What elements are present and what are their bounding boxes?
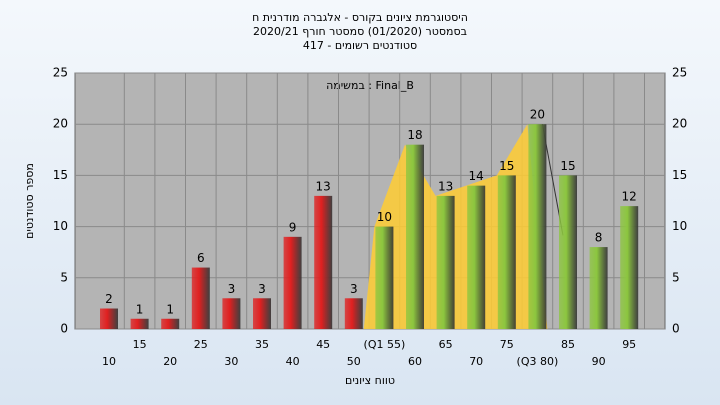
- y-tick-label: 15: [53, 168, 68, 182]
- bar: [161, 318, 180, 329]
- x-tick-label: 35: [255, 338, 269, 351]
- bar: [130, 318, 149, 329]
- y-tick-label: 10: [53, 219, 68, 233]
- value-label: 3: [350, 282, 358, 296]
- value-label: 13: [438, 179, 453, 193]
- value-label: 15: [560, 159, 575, 173]
- bar: [375, 226, 394, 329]
- x-tick-label: 75: [500, 338, 514, 351]
- x-tick-label: 70: [469, 355, 483, 368]
- y2-tick-label: 15: [672, 168, 687, 182]
- value-label: 14: [469, 169, 484, 183]
- bar: [253, 298, 271, 329]
- x-tick-label: (Q1 55): [364, 338, 406, 351]
- y-tick-label: 0: [60, 322, 68, 336]
- value-label: 3: [258, 282, 266, 296]
- value-label: 6: [197, 251, 205, 265]
- bar: [191, 267, 210, 329]
- bar: [100, 308, 118, 329]
- value-label: 8: [595, 231, 603, 245]
- annotation: במשימה : Final_B: [326, 79, 414, 92]
- value-label: 18: [407, 128, 422, 142]
- value-label: 3: [228, 282, 236, 296]
- y-tick-label: 5: [60, 270, 68, 284]
- bar: [406, 144, 424, 329]
- x-tick-label: 60: [408, 355, 422, 368]
- x-tick-label: 30: [224, 355, 238, 368]
- x-tick-label: 95: [622, 338, 636, 351]
- x-tick-label: 40: [286, 355, 300, 368]
- y-tick-label: 25: [53, 66, 68, 80]
- x-tick-label: 15: [133, 338, 147, 351]
- bar: [559, 175, 577, 329]
- value-label: 13: [316, 179, 331, 193]
- y-tick-label: 20: [53, 117, 68, 131]
- value-label: 12: [622, 190, 637, 204]
- bar: [436, 195, 455, 329]
- x-tick-label: 20: [163, 355, 177, 368]
- bar: [528, 124, 547, 329]
- bar: [222, 298, 241, 329]
- y2-tick-label: 10: [672, 219, 687, 233]
- bar: [620, 206, 639, 329]
- x-tick-label: 45: [316, 338, 330, 351]
- x-axis-label: טווח ציונים: [345, 374, 395, 387]
- bar: [467, 185, 486, 329]
- value-label: 20: [530, 108, 545, 122]
- y-axis-label: מספר סטודנטים: [23, 163, 36, 239]
- bar: [497, 175, 516, 329]
- x-tick-label: 85: [561, 338, 575, 351]
- value-label: 2: [105, 292, 113, 306]
- x-tick-label: 90: [592, 355, 606, 368]
- bar: [589, 247, 608, 329]
- chart-subtitle: סטודנטים רשומים - 417: [303, 39, 417, 52]
- x-tick-label: 65: [439, 338, 453, 351]
- y2-tick-label: 5: [672, 270, 680, 284]
- y2-tick-label: 20: [672, 117, 687, 131]
- value-label: 1: [136, 302, 144, 316]
- y2-tick-label: 0: [672, 322, 680, 336]
- bar: [314, 195, 333, 329]
- value-label: 10: [377, 210, 392, 224]
- value-label: 15: [499, 159, 514, 173]
- x-tick-label: 25: [194, 338, 208, 351]
- chart-subtitle: בסמסטר (01/2020) סמסטר חורף 2020/21: [253, 25, 467, 38]
- bar: [283, 236, 302, 329]
- value-label: 9: [289, 220, 297, 234]
- x-tick-label: 50: [347, 355, 361, 368]
- y2-tick-label: 25: [672, 66, 687, 80]
- chart-title: היסטוגרמת ציונים בקורס - אלגברה מודרנית …: [252, 11, 468, 24]
- value-label: 1: [166, 302, 174, 316]
- bar: [344, 298, 363, 329]
- x-tick-label: 10: [102, 355, 116, 368]
- x-tick-label: (Q3 80): [517, 355, 559, 368]
